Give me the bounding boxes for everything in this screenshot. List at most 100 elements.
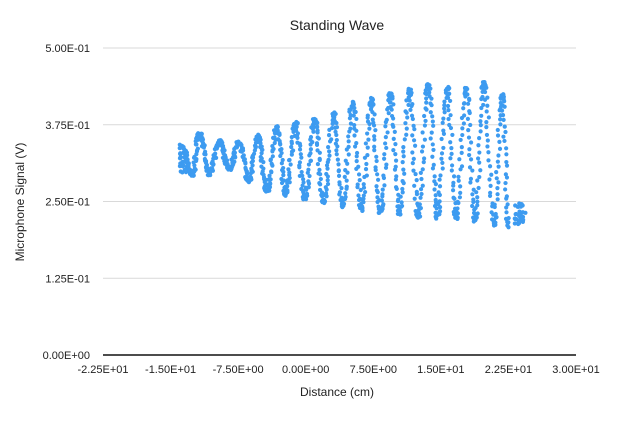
data-point [418, 187, 424, 192]
data-point [478, 119, 483, 124]
data-point [496, 180, 501, 185]
data-point [431, 162, 436, 167]
data-point [448, 98, 453, 104]
data-point [348, 113, 353, 118]
data-point [354, 159, 359, 164]
data-point [450, 188, 456, 193]
data-point [495, 186, 500, 191]
data-point [365, 153, 370, 158]
data-point [474, 190, 479, 195]
data-point [334, 120, 339, 126]
data-point [269, 169, 274, 174]
data-point [504, 196, 509, 201]
data-point [352, 144, 358, 149]
data-point [398, 212, 403, 217]
data-point [341, 200, 346, 206]
data-point [423, 106, 428, 111]
data-point [433, 182, 438, 187]
data-point [400, 190, 405, 195]
data-point [356, 193, 361, 198]
data-point [504, 210, 509, 215]
data-point [280, 157, 285, 163]
data-point [478, 123, 483, 128]
data-point [427, 83, 432, 88]
data-point [343, 168, 348, 173]
data-point [467, 110, 472, 116]
data-point [401, 145, 406, 150]
data-point [462, 113, 467, 118]
data-point [261, 160, 266, 165]
data-point [430, 166, 436, 171]
data-point [470, 192, 475, 197]
data-point [285, 184, 290, 189]
data-point [418, 206, 423, 211]
data-point [297, 165, 302, 170]
data-point [361, 185, 367, 190]
data-points [177, 80, 528, 230]
data-point [489, 172, 494, 177]
data-point [208, 166, 213, 171]
data-point [505, 202, 510, 207]
data-point [418, 170, 423, 175]
data-point [374, 154, 379, 159]
data-point [503, 129, 508, 135]
data-point [448, 125, 454, 131]
data-point [392, 167, 398, 172]
data-point [288, 162, 293, 167]
data-point [195, 146, 200, 151]
data-point [356, 172, 362, 177]
data-point [432, 174, 437, 179]
data-point [249, 166, 254, 171]
data-point [461, 121, 466, 126]
data-point [308, 158, 314, 163]
data-point [463, 88, 469, 93]
data-point [369, 104, 374, 109]
data-point [413, 143, 418, 148]
data-point [383, 135, 388, 140]
data-point [372, 137, 377, 142]
data-point [364, 161, 369, 167]
data-point [486, 158, 491, 163]
data-point [498, 122, 503, 127]
data-point [221, 151, 226, 156]
data-point [268, 157, 273, 162]
data-point [342, 174, 347, 179]
data-point [434, 206, 439, 211]
data-point [386, 111, 391, 116]
data-point [289, 144, 294, 150]
data-point [446, 87, 451, 92]
data-point [289, 139, 294, 144]
data-point [381, 173, 386, 178]
data-point [352, 122, 357, 128]
data-point [366, 137, 371, 142]
data-point [430, 114, 435, 119]
data-point [429, 103, 434, 108]
data-point [429, 130, 434, 135]
data-point [468, 122, 473, 128]
data-point [372, 134, 377, 139]
data-point [384, 117, 389, 123]
data-point [384, 145, 389, 151]
data-point [413, 171, 418, 177]
data-point [428, 110, 433, 115]
data-point [388, 100, 393, 105]
data-point [354, 166, 359, 171]
data-point [400, 179, 405, 184]
data-point [348, 121, 354, 126]
data-point [432, 187, 437, 192]
data-point [518, 204, 523, 209]
data-point [382, 183, 387, 188]
data-point [339, 186, 344, 191]
data-point [365, 113, 370, 118]
data-point [243, 161, 248, 166]
data-point [503, 187, 508, 192]
data-point [410, 116, 415, 122]
data-point [318, 172, 323, 177]
data-point [210, 160, 215, 165]
data-point [412, 127, 417, 132]
data-point [405, 115, 410, 120]
x-tick-label: 1.50E+01 [417, 364, 464, 376]
data-point [468, 157, 474, 162]
data-point [269, 161, 274, 166]
